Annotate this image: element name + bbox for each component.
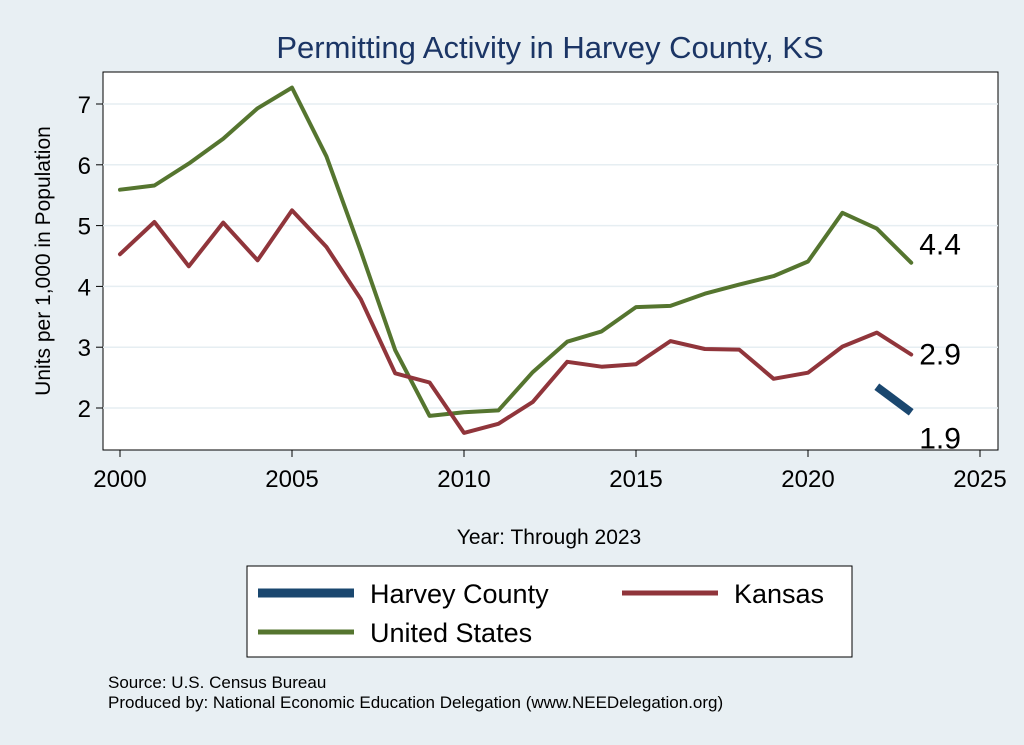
x-tick-label: 2020	[781, 466, 834, 493]
legend-label-kansas: Kansas	[734, 579, 824, 609]
legend-label-harvey-county: Harvey County	[370, 579, 549, 609]
axes: 2 3 4 5 6 7 2000 2005 2010 2015 2020 2025	[78, 92, 1007, 493]
series-line-kansas	[118, 208, 914, 435]
legend: Harvey County Kansas United States	[246, 565, 853, 658]
end-labels: 4.4 2.9 1.9	[919, 229, 961, 456]
series-line-harvey-county	[874, 383, 914, 416]
chart-title: Permitting Activity in Harvey County, KS	[276, 30, 823, 65]
source-note: Source: U.S. Census Bureau	[108, 673, 326, 692]
y-tick-label: 5	[78, 214, 91, 241]
y-tick-label: 3	[78, 335, 91, 362]
x-tick-label: 2005	[265, 466, 318, 493]
series-lines	[118, 85, 914, 435]
y-axis-label: Units per 1,000 in Population	[32, 126, 55, 396]
end-label-kansas: 2.9	[919, 338, 961, 371]
y-tick-label: 7	[78, 92, 91, 119]
x-tick-label: 2015	[609, 466, 662, 493]
plot-area	[102, 71, 999, 451]
x-tick-label: 2025	[953, 466, 1006, 493]
y-tick-label: 2	[78, 396, 91, 423]
legend-label-united-states: United States	[370, 618, 532, 648]
series-line-united-states	[118, 85, 914, 418]
legend-box	[246, 565, 853, 658]
y-tick-label: 6	[78, 153, 91, 180]
x-tick-label: 2000	[93, 466, 146, 493]
end-label-harvey-county: 1.9	[919, 422, 961, 455]
gridlines	[103, 103, 998, 409]
x-tick-label: 2010	[437, 466, 490, 493]
producer-note: Produced by: National Economic Education…	[108, 693, 723, 712]
end-label-united-states: 4.4	[919, 229, 961, 262]
x-axis-label: Year: Through 2023	[457, 526, 642, 549]
y-tick-label: 4	[78, 274, 91, 301]
